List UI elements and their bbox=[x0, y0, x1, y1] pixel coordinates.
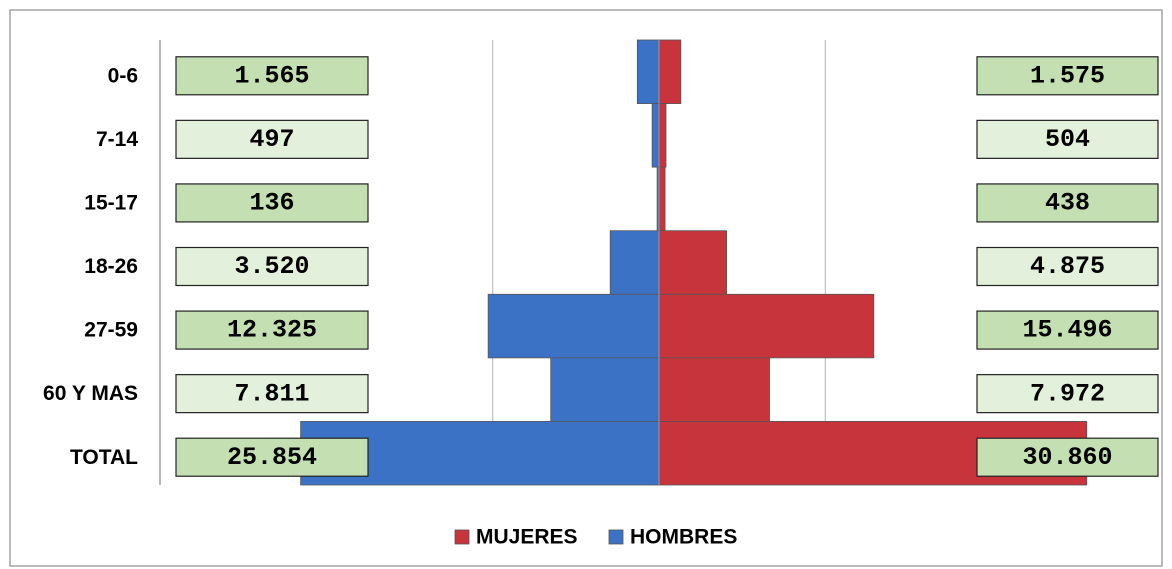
legend-swatch bbox=[454, 529, 470, 545]
bar bbox=[658, 293, 875, 359]
value-label-box bbox=[175, 119, 369, 159]
value-label-box bbox=[175, 437, 369, 477]
value-label: 7.811 bbox=[234, 379, 309, 408]
y-tick-label: 0-6 bbox=[108, 64, 138, 87]
value-label: 497 bbox=[249, 125, 294, 154]
bar bbox=[550, 357, 660, 422]
y-tick-label: 18-26 bbox=[84, 255, 138, 278]
bar bbox=[658, 103, 667, 168]
bar bbox=[636, 39, 660, 104]
y-tick-label: 7-14 bbox=[96, 128, 138, 151]
value-label-box bbox=[976, 310, 1159, 350]
value-label-box bbox=[175, 183, 369, 223]
value-label: 504 bbox=[1045, 125, 1090, 154]
value-label: 4.875 bbox=[1030, 252, 1105, 281]
value-label-box bbox=[976, 437, 1159, 477]
y-tick-label: 27-59 bbox=[84, 319, 138, 342]
bar bbox=[651, 103, 660, 168]
bar bbox=[658, 357, 770, 422]
value-label: 1.565 bbox=[234, 61, 309, 90]
value-label: 25.854 bbox=[227, 443, 317, 472]
value-label-box bbox=[976, 246, 1159, 287]
legend-label: MUJERES bbox=[476, 526, 578, 549]
bar bbox=[487, 293, 660, 359]
value-label-box bbox=[175, 374, 369, 414]
value-label-box bbox=[976, 183, 1159, 223]
bar bbox=[609, 230, 660, 295]
bar bbox=[658, 166, 666, 232]
legend-swatch bbox=[608, 529, 624, 545]
value-label: 7.972 bbox=[1030, 379, 1105, 408]
value-label: 3.520 bbox=[234, 252, 309, 281]
bar bbox=[658, 230, 727, 295]
value-label-box bbox=[175, 56, 369, 96]
legend-label: HOMBRES bbox=[630, 526, 737, 549]
value-label-box bbox=[976, 56, 1159, 96]
value-label-box bbox=[175, 246, 369, 287]
value-label-box bbox=[175, 310, 369, 350]
value-label: 438 bbox=[1045, 189, 1090, 218]
value-label: 136 bbox=[249, 189, 294, 218]
y-tick-label: TOTAL bbox=[70, 446, 138, 469]
value-label: 1.575 bbox=[1030, 61, 1105, 90]
bar bbox=[658, 39, 682, 104]
value-label: 30.860 bbox=[1022, 443, 1112, 472]
y-tick-label: 15-17 bbox=[84, 191, 138, 214]
y-tick-label: 60 Y MAS bbox=[43, 382, 138, 405]
value-label: 15.496 bbox=[1022, 316, 1112, 345]
value-label: 12.325 bbox=[227, 316, 317, 345]
value-label-box bbox=[976, 119, 1159, 159]
value-label-box bbox=[976, 374, 1159, 414]
